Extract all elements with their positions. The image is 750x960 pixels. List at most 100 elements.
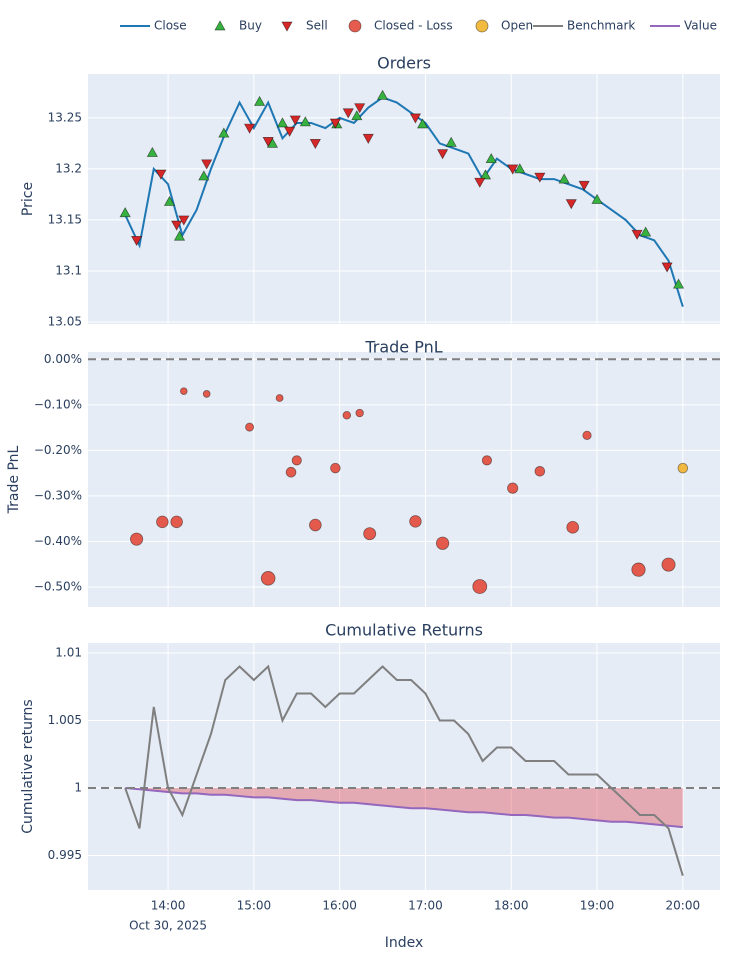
order-marker [155,169,167,180]
order-marker [362,133,374,145]
order-marker [119,207,131,218]
trade-marker [291,455,302,466]
legend-item: Open [501,19,533,33]
order-marker [329,118,341,129]
trade-marker [472,579,488,594]
panel-title: Trade PnL [364,338,442,357]
order-marker [558,173,570,184]
plot-area [88,352,720,607]
trade-marker [534,466,546,477]
series-line [125,786,683,829]
x-tick-label: 14:00 [151,899,186,913]
y-tick-label: −0.20% [34,443,82,457]
legend-item: Sell [306,19,328,33]
legend-item: Close [154,19,187,33]
trade-marker [631,562,646,577]
order-marker [146,146,158,157]
plot-area [88,643,720,890]
legend-symbol [475,19,489,33]
y-tick-label: 0.00% [44,352,82,366]
trade-marker [285,466,297,478]
x-tick-label: 17:00 [408,899,443,913]
panel-title: Orders [377,54,431,73]
legend-symbol [281,21,293,32]
order-marker [163,195,176,206]
order-marker [354,103,366,114]
y-tick-label: 13.2 [55,161,82,175]
order-marker [445,136,457,147]
legend-label: Open [501,19,533,33]
order-marker [284,126,296,137]
order-marker [376,89,389,100]
order-marker [591,193,603,204]
y-tick-label: 13.1 [55,263,82,277]
legend-label: Sell [306,19,328,33]
x-tick-label: 19:00 [580,899,615,913]
legend-item: Value [684,19,717,33]
y-axis-title: Cumulative returns [20,699,36,833]
order-marker [351,110,363,121]
x-tick-label: 15:00 [237,899,272,913]
y-axis-title: Trade PnL [6,445,22,514]
order-marker [243,123,256,134]
trade-marker [661,557,676,572]
trade-marker [260,571,276,586]
trade-marker [330,462,341,474]
order-marker [342,108,354,119]
trade-marker [180,387,188,395]
trade-marker [275,394,284,402]
trade-marker [363,527,377,541]
trade-marker [481,455,493,466]
order-marker [485,152,497,164]
order-marker [289,115,301,126]
legend-label: Value [684,19,717,33]
order-marker [514,163,526,174]
order-marker [672,278,685,289]
legend-label: Closed - Loss [374,19,453,33]
trade-marker [309,518,322,532]
series-line [124,664,684,876]
y-tick-label: 13.25 [48,110,82,124]
y-tick-label: −0.10% [34,397,82,411]
order-marker [218,127,230,138]
x-tick-label: 20:00 [666,899,701,913]
order-marker [299,116,311,127]
order-marker [578,180,590,191]
x-date-label: Oct 30, 2025 [129,919,207,933]
order-marker [276,117,289,128]
order-marker [171,220,183,231]
trade-marker [156,515,169,529]
order-marker [474,177,486,188]
trade-marker [355,408,364,418]
order-marker [416,118,429,129]
y-tick-label: 1 [74,780,82,794]
trade-marker [507,482,519,494]
y-tick-label: 13.15 [48,212,82,226]
order-marker [640,226,652,237]
order-marker [309,139,321,150]
order-marker [479,169,492,180]
trade-marker [435,536,450,550]
legend-item: Buy [239,19,262,33]
order-marker [198,170,210,181]
trade-marker [130,532,144,546]
order-marker [131,235,143,247]
order-marker [661,262,673,273]
x-tick-label: 16:00 [322,899,357,913]
order-marker [262,136,274,148]
order-marker [253,95,266,106]
y-tick-label: 0.995 [48,848,82,862]
y-tick-label: 1.005 [48,713,82,727]
trade-marker [342,411,352,420]
y-axis-title: Price [20,182,36,216]
legend-symbol [348,19,362,33]
order-marker [178,215,190,226]
trade-marker [409,515,422,528]
legend-item: Benchmark [567,19,635,33]
legend-label: Benchmark [567,19,635,33]
legend-symbol [214,20,226,31]
order-marker [173,230,186,241]
panel-title: Cumulative Returns [325,621,483,640]
y-tick-label: 13.05 [48,314,82,328]
